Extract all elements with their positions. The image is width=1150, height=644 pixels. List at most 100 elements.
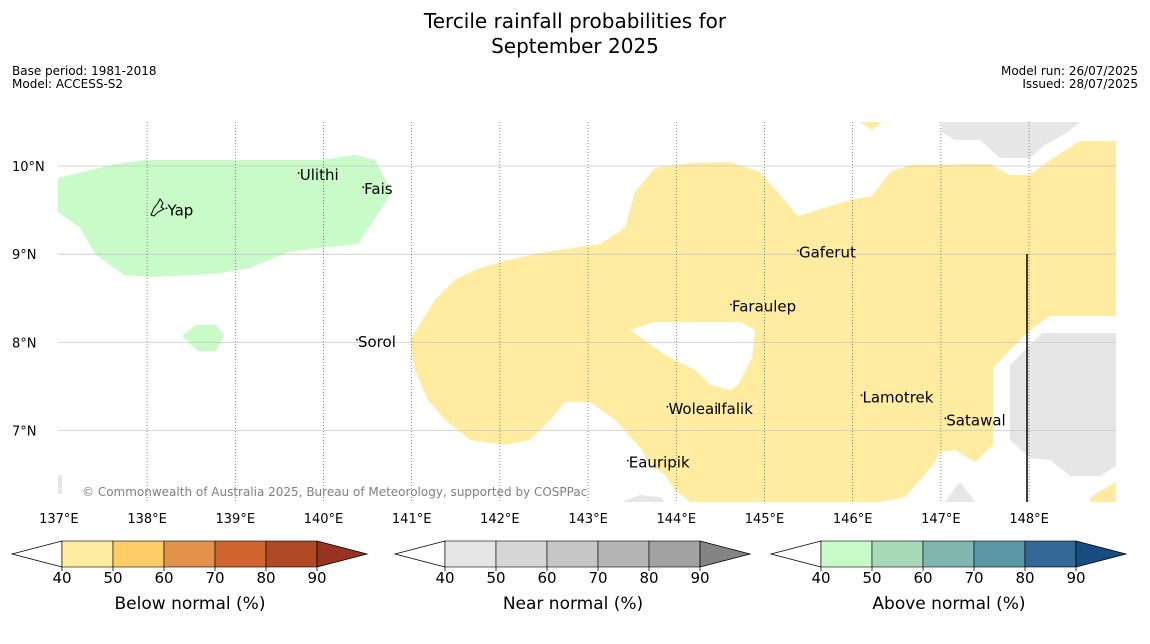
colorbar-segment [214,540,267,568]
colorbar-left-extension [10,540,63,568]
colorbar-segment [820,540,873,568]
colorbar-right-extension [1075,540,1128,568]
colorbar-tick-label: 90 [1066,569,1085,587]
place-marker [730,303,732,306]
below-normal-top [860,122,882,130]
near-normal-top-right [942,122,1080,158]
place-label: Eauripik [629,454,690,472]
colorbar-left-extension [769,540,822,568]
colorbar-tick-label: 70 [588,569,607,587]
place-label: Satawal [946,411,1005,429]
lon-tick-label: 148°E [1009,512,1049,527]
colorbar-left-extension [393,540,446,568]
lon-tick-label: 143°E [568,512,608,527]
meta-right: Model run: 26/07/2025 Issued: 28/07/2025 [1001,65,1138,91]
place-label: Faraulep [732,297,796,315]
colorbar-segment [922,540,975,568]
lon-tick-label: 147°E [921,512,961,527]
place-label: Yap [166,201,193,219]
colorbar-right-extension [316,540,369,568]
longitude-gridlines [146,122,1030,502]
lon-tick-label: 144°E [657,512,697,527]
lat-tick-label: 7°N [12,425,37,440]
colorbar-segment [597,540,650,568]
below-normal-region [410,141,1116,502]
place-marker [715,405,717,408]
place-label: Ulithi [300,166,339,184]
lat-tick-label: 8°N [12,336,37,351]
base-period: Base period: 1981-2018 [12,64,157,78]
colorbar-tick-label: 40 [435,569,454,587]
lat-tick-label: 10°N [12,160,45,175]
colorbar-segment [163,540,216,568]
lon-tick-label: 146°E [833,512,873,527]
yap-island [150,198,165,217]
place-marker [297,172,300,174]
lon-tick-label: 141°E [392,512,432,527]
colorbar-tick-label: 50 [862,569,881,587]
colorbar-label-below: Below normal (%) [114,594,266,614]
colorbar-tick-label: 50 [486,569,505,587]
colorbar-tick-label: 50 [103,569,122,587]
below-normal-corner [1090,482,1116,502]
place-marker [944,417,947,420]
probability-regions [58,122,1116,502]
colorbar-tick-label: 80 [639,569,658,587]
place-labels: Yap Ulithi Fais Gaferut Faraulep Sorol WoleaiI… [165,166,1006,472]
issued-date: Issued: 28/07/2025 [1022,77,1138,91]
colorbar-tick-label: 40 [811,569,830,587]
lon-tick-label: 142°E [480,512,520,527]
colorbar-tick-label: 60 [537,569,556,587]
latitude-gridlines [58,165,1116,432]
longitude-labels: 137°E 138°E 139°E 140°E 141°E 142°E 143°E 144°E… [39,512,1049,527]
lon-tick-label: 139°E [216,512,256,527]
map-title: Tercile rainfall probabilities for Septe… [0,9,1150,59]
place-label: Gaferut [799,244,856,262]
place-marker [860,394,863,397]
place-marker [626,459,629,462]
lat-tick-label: 9°N [12,248,37,263]
place-label: Woleai [668,400,718,418]
colorbar-segment [495,540,548,568]
lon-tick-label: 137°E [39,512,79,527]
title-line-1: Tercile rainfall probabilities for [423,9,727,33]
colorbar-segment [648,540,701,568]
colorbar-segment [61,540,114,568]
colorbar-label-above: Above normal (%) [872,594,1026,614]
colorbar-above: 40 50 60 70 80 90 [769,540,1128,587]
lon-tick-label: 145°E [745,512,785,527]
lon-tick-label: 138°E [127,512,167,527]
above-normal-region [58,155,392,277]
place-marker [666,405,669,408]
colorbar-tick-label: 90 [307,569,326,587]
near-normal-left-edge [58,474,62,494]
title-line-2: September 2025 [491,34,659,58]
colorbar-segment [444,540,497,568]
place-marker [797,249,799,252]
place-label: Fais [364,180,393,198]
colorbar-tick-label: 70 [205,569,224,587]
latitude-labels: 7°N 8°N 9°N 10°N [12,160,45,440]
colorbar-tick-label: 40 [52,569,71,587]
colorbar-tick-label: 60 [913,569,932,587]
above-normal-patch [182,325,224,351]
colorbar-segment [546,540,599,568]
colorbar-segment [973,540,1026,568]
near-normal-right [1010,333,1116,476]
near-normal-bottom-right [945,482,975,502]
colorbar-near: 40 50 60 70 80 90 [393,540,752,587]
colorbar-tick-label: 60 [154,569,173,587]
colorbar-segment [871,540,924,568]
colorbar-segment [1024,540,1077,568]
colorbar-tick-label: 80 [1015,569,1034,587]
meta-left: Base period: 1981-2018 Model: ACCESS-S2 [12,65,157,91]
place-marker [362,186,365,189]
place-label: Sorol [358,333,396,351]
colorbar-tick-label: 70 [964,569,983,587]
model-name: Model: ACCESS-S2 [12,77,124,91]
lon-tick-label: 140°E [304,512,344,527]
place-marker [356,338,358,341]
colorbar-right-extension [699,540,752,568]
copyright-notice: © Commonwealth of Australia 2025, Bureau… [82,485,587,499]
